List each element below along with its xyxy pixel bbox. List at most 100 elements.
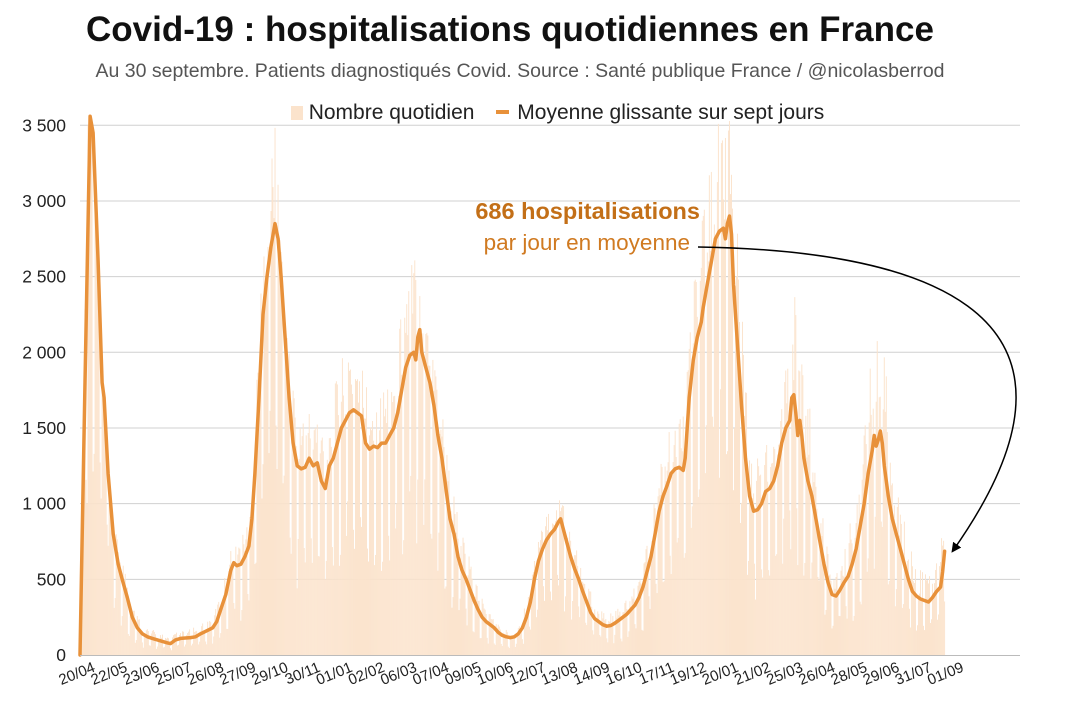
daily-bar	[676, 542, 678, 655]
daily-bar	[811, 562, 813, 655]
daily-bar	[477, 600, 479, 655]
daily-bar	[131, 613, 133, 655]
daily-bar	[901, 607, 903, 655]
daily-bar	[619, 611, 621, 655]
daily-bar	[480, 638, 482, 655]
daily-bar	[707, 261, 709, 655]
daily-bar	[932, 583, 934, 655]
daily-bar	[543, 600, 545, 655]
daily-bar	[562, 505, 564, 655]
daily-bar	[697, 497, 699, 655]
daily-bar	[295, 446, 297, 655]
daily-bar	[286, 337, 288, 655]
daily-bar	[181, 637, 183, 655]
daily-bar	[726, 451, 728, 655]
daily-bar	[780, 421, 782, 655]
daily-bar	[654, 508, 656, 655]
daily-bar	[405, 332, 407, 655]
daily-bar	[307, 433, 309, 655]
daily-bar	[782, 563, 784, 655]
daily-bar	[296, 588, 298, 655]
daily-bar	[475, 584, 477, 655]
daily-bar	[907, 559, 909, 655]
daily-bar	[601, 611, 603, 655]
daily-bar	[529, 629, 531, 655]
daily-bar	[843, 576, 845, 655]
daily-bar	[322, 451, 324, 655]
daily-bar	[883, 357, 885, 655]
daily-bar	[113, 607, 115, 655]
daily-bar	[88, 125, 90, 656]
daily-bar	[537, 541, 539, 655]
daily-bar	[890, 485, 892, 655]
daily-bar	[813, 482, 815, 655]
daily-bar	[408, 291, 410, 655]
daily-bar	[518, 626, 520, 655]
daily-bar	[176, 632, 177, 655]
daily-bar	[710, 171, 712, 655]
daily-bar	[435, 376, 437, 655]
daily-bar	[776, 554, 778, 655]
daily-bar	[146, 629, 148, 655]
daily-bar	[157, 638, 159, 655]
daily-bar	[664, 466, 666, 655]
daily-bar	[918, 593, 920, 655]
daily-bar	[300, 445, 302, 655]
daily-bar	[394, 395, 396, 655]
daily-bar	[362, 370, 363, 655]
daily-bar	[892, 519, 894, 655]
daily-bar	[330, 446, 332, 655]
daily-bar	[694, 279, 696, 655]
daily-bar	[568, 542, 570, 655]
daily-bar	[587, 599, 589, 655]
daily-bar	[101, 372, 103, 655]
daily-bar	[499, 629, 501, 655]
daily-bar	[689, 332, 691, 655]
daily-bar	[634, 624, 636, 655]
daily-bar	[746, 392, 748, 655]
daily-bar	[516, 634, 518, 655]
daily-bar	[833, 579, 835, 655]
daily-bar	[119, 562, 121, 655]
daily-bar	[465, 608, 467, 655]
daily-bar	[290, 553, 292, 655]
daily-bar	[294, 417, 296, 655]
daily-bar	[566, 538, 568, 655]
daily-bar	[134, 642, 136, 655]
daily-bar	[500, 643, 502, 655]
daily-bar	[809, 408, 811, 655]
daily-bar	[325, 560, 327, 655]
daily-bar	[511, 636, 513, 655]
daily-bar	[662, 582, 664, 655]
daily-bar	[661, 466, 663, 655]
daily-bar	[91, 135, 93, 656]
daily-bar	[842, 575, 844, 655]
daily-bar	[417, 479, 419, 655]
daily-bar	[604, 620, 606, 655]
daily-bar	[203, 631, 205, 655]
daily-bar	[194, 631, 196, 655]
daily-bar	[370, 427, 372, 655]
daily-bar	[721, 140, 723, 656]
daily-bar	[777, 454, 779, 655]
daily-bar	[443, 447, 445, 655]
daily-bar	[349, 369, 351, 655]
daily-bar	[104, 414, 106, 655]
daily-bar	[379, 430, 381, 655]
daily-bar	[335, 381, 337, 655]
daily-bar	[728, 121, 730, 656]
daily-bar	[893, 505, 895, 655]
daily-bar	[336, 384, 338, 655]
daily-bar	[695, 282, 697, 655]
daily-bar	[623, 612, 625, 655]
daily-bar	[651, 541, 653, 655]
daily-bar	[887, 584, 889, 655]
daily-bar	[173, 635, 174, 655]
daily-bar	[898, 535, 900, 655]
daily-bar	[441, 436, 443, 655]
daily-bar	[466, 625, 468, 655]
daily-bar	[351, 393, 353, 655]
daily-bar	[815, 486, 817, 655]
daily-bar	[356, 379, 358, 655]
daily-bar	[597, 611, 599, 655]
